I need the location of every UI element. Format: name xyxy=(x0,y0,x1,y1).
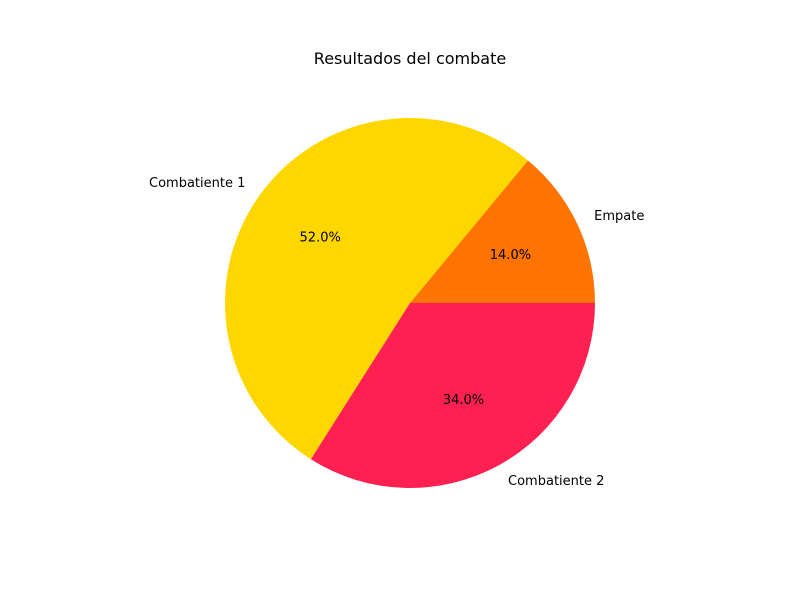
chart-title: Resultados del combate xyxy=(314,49,506,68)
percent-label-combatiente-1: 52.0% xyxy=(300,230,341,245)
percent-label-combatiente-2: 34.0% xyxy=(443,393,484,408)
pie-labels: Empate 14.0% Combatiente 1 52.0% Combatiente… xyxy=(149,176,644,489)
pie-slice-combatiente-1 xyxy=(225,118,528,460)
pie-slices xyxy=(225,118,595,488)
slice-label-combatiente-1: Combatiente 1 xyxy=(149,176,245,191)
slice-label-combatiente-2: Combatiente 2 xyxy=(508,474,604,489)
pie-slice-empate xyxy=(410,160,595,303)
slice-label-empate: Empate xyxy=(594,209,644,224)
percent-label-empate: 14.0% xyxy=(490,248,531,263)
pie-slice-combatiente-2 xyxy=(310,303,595,488)
